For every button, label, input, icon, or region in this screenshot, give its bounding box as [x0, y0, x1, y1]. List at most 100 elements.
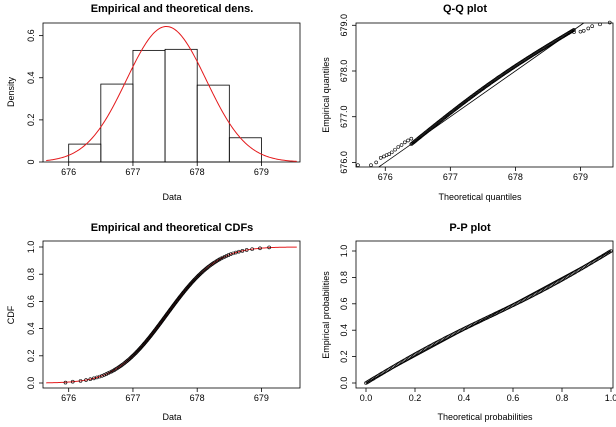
pp-y-tick-0.6: 0.6	[339, 298, 349, 311]
pp-points	[364, 249, 613, 385]
qq-points	[356, 20, 612, 167]
pp-y-tick-0.4: 0.4	[339, 324, 349, 337]
qq-point	[399, 143, 404, 147]
cdf-point	[267, 245, 271, 250]
cdf-point	[250, 247, 254, 251]
cdf-point	[102, 373, 107, 377]
pp-x-tick-0.4: 0.4	[458, 393, 471, 403]
cdf-point	[224, 254, 229, 258]
cdf-y-tick-0.8: 0.8	[26, 268, 36, 281]
qq-y-label: Empirical quantiles	[321, 57, 331, 133]
density-y-label: Density	[6, 76, 16, 107]
cdf-x-tick-678: 678	[190, 393, 205, 403]
qq-point	[578, 29, 583, 34]
panel-density: Empirical and theoretical dens. 676 677 …	[6, 3, 301, 202]
cdf-point	[204, 266, 208, 271]
pp-y-tick-1.0: 1.0	[339, 245, 349, 258]
qq-point	[374, 160, 378, 165]
qq-x-axis: 676 677 678 679	[378, 167, 588, 182]
density-x-tick-677: 677	[125, 167, 140, 177]
pp-y-tick-0.2: 0.2	[339, 350, 349, 363]
qq-x-tick-677: 677	[443, 172, 458, 182]
qq-point	[406, 138, 410, 143]
density-y-tick-0.2: 0.2	[26, 114, 36, 127]
qq-point	[586, 26, 591, 31]
qq-point	[389, 150, 394, 155]
density-bar	[164, 48, 198, 163]
qq-point	[402, 140, 407, 145]
qq-point	[396, 145, 401, 149]
qq-point	[387, 152, 391, 156]
cdf-point	[97, 374, 102, 379]
qq-point	[409, 136, 414, 141]
density-y-tick-0.6: 0.6	[26, 29, 36, 42]
density-y-tick-0: 0	[26, 159, 36, 164]
cdf-point	[237, 249, 241, 254]
cdf-empirical-points	[63, 245, 271, 385]
density-y-tick-0.4: 0.4	[26, 71, 36, 84]
cdf-plot-frame	[42, 240, 301, 389]
cdf-x-tick-677: 677	[125, 393, 140, 403]
density-bar	[228, 137, 262, 163]
cdf-x-tick-679: 679	[254, 393, 269, 403]
pp-title: P-P plot	[449, 222, 491, 234]
cdf-point	[104, 372, 109, 376]
cdf-y-tick-1.0: 1.0	[26, 241, 36, 254]
density-bar	[132, 49, 166, 163]
cdf-y-label: CDF	[6, 305, 16, 324]
cdf-point	[63, 380, 68, 385]
pp-y-label: Empirical probabilities	[321, 271, 331, 359]
density-histogram	[68, 48, 262, 163]
qq-x-tick-676: 676	[378, 172, 393, 182]
qq-point	[393, 147, 397, 152]
cdf-point	[84, 378, 88, 382]
density-bar	[100, 83, 134, 163]
qq-point	[378, 156, 383, 160]
density-x-tick-679: 679	[254, 167, 269, 177]
pp-point	[609, 249, 613, 253]
cdf-point	[228, 252, 233, 257]
qq-y-tick-676.0: 676.0	[339, 151, 349, 174]
cdf-x-axis: 676 677 678 679	[61, 388, 269, 403]
pp-x-label: Theoretical probabilities	[437, 412, 533, 422]
qq-reference-line	[378, 22, 584, 168]
density-title: Empirical and theoretical dens.	[91, 3, 254, 15]
qq-point	[590, 24, 594, 29]
qq-point	[598, 22, 602, 27]
qq-x-tick-678: 678	[508, 172, 523, 182]
cdf-point	[106, 371, 110, 376]
qq-y-tick-678.0: 678.0	[339, 60, 349, 83]
cdf-point	[222, 254, 227, 259]
cdf-point	[205, 266, 209, 270]
cdf-point	[244, 248, 249, 252]
qq-x-label: Theoretical quantiles	[438, 192, 522, 202]
pp-x-tick-0.8: 0.8	[556, 393, 569, 403]
qq-point	[369, 163, 373, 167]
qq-point	[581, 28, 586, 33]
density-x-tick-678: 678	[190, 167, 205, 177]
cdf-point	[226, 253, 231, 257]
cdf-point	[88, 377, 93, 381]
pp-y-tick-0.8: 0.8	[339, 271, 349, 284]
qq-plot-frame	[355, 22, 614, 168]
density-y-axis: 0 0.2 0.4 0.6	[26, 29, 43, 165]
density-x-tick-676: 676	[61, 167, 76, 177]
qq-point	[356, 163, 360, 167]
cdf-y-tick-0.2: 0.2	[26, 350, 36, 363]
cdf-x-label: Data	[162, 412, 181, 422]
qq-y-tick-677.0: 677.0	[339, 105, 349, 128]
panel-pp: P-P plot 0.0 0.2 0.4 0.6 0.8 1.0 0.0 0.2…	[321, 222, 616, 422]
panel-cdf: Empirical and theoretical CDFs 676 677 6…	[6, 222, 301, 422]
pp-y-tick-0.0: 0.0	[339, 377, 349, 390]
pp-x-axis: 0.0 0.2 0.4 0.6 0.8 1.0	[360, 388, 616, 403]
pp-x-tick-0.6: 0.6	[507, 393, 520, 403]
pp-x-tick-0.2: 0.2	[409, 393, 422, 403]
cdf-title: Empirical and theoretical CDFs	[91, 222, 254, 234]
cdf-x-tick-676: 676	[61, 393, 76, 403]
cdf-point	[78, 379, 83, 383]
panel-qq: Q-Q plot 676 677 678 679 676.0 677.0 678…	[321, 3, 614, 202]
cdf-point	[240, 249, 245, 253]
qq-point	[607, 20, 612, 25]
